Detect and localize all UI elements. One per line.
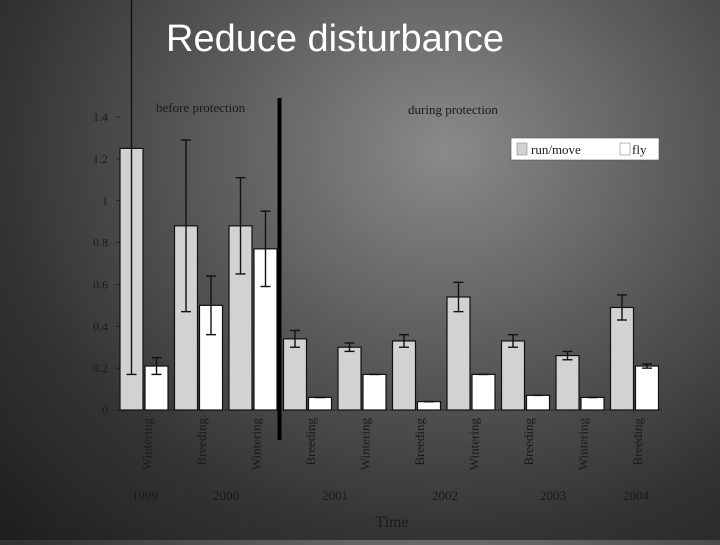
x-category-label: Breeding [412, 418, 427, 466]
bar-run-move [555, 354, 580, 411]
legend-swatch-fly [619, 142, 631, 156]
x-year-label: 1999 [132, 488, 158, 503]
bar-run-move [282, 338, 308, 411]
y-tick-label: 1 [102, 194, 108, 208]
bar-fly [362, 373, 387, 411]
bar-fly [525, 394, 551, 411]
x-category-label: Wintering [575, 418, 590, 471]
x-year-label: 2002 [432, 488, 458, 503]
y-tick-label: 0.8 [93, 236, 108, 250]
period-label-during: during protection [408, 102, 498, 117]
legend-label-run-move: run/move [531, 142, 581, 157]
period-label-before: before protection [156, 100, 246, 115]
x-year-label: 2000 [213, 488, 239, 503]
bar-fly [307, 396, 333, 411]
bar-run-move [391, 340, 417, 411]
x-category-label: Wintering [139, 418, 154, 471]
x-category-label: Breeding [303, 418, 318, 466]
bar-fly [416, 401, 442, 411]
y-tick-label: 1.2 [93, 152, 108, 166]
y-tick-label: 0 [102, 403, 108, 417]
bar-run-move [337, 346, 362, 411]
x-category-label: Breeding [194, 418, 209, 466]
bar-fly [471, 373, 496, 411]
x-category-label: Wintering [248, 418, 263, 471]
bar-fly [634, 365, 660, 411]
bar-run-move [446, 296, 471, 411]
bar-run-move [500, 340, 526, 411]
bar-run-move [609, 306, 635, 411]
y-tick-label: 0.4 [93, 319, 108, 333]
x-category-label: Breeding [630, 418, 645, 466]
x-year-label: 2003 [540, 488, 566, 503]
x-axis-title: Time [375, 514, 408, 531]
x-year-label: 2004 [623, 488, 650, 503]
legend-label-fly: fly [632, 142, 647, 157]
x-category-label: Breeding [521, 418, 536, 466]
x-category-label: Wintering [357, 418, 372, 471]
y-tick-label: 0.6 [93, 277, 108, 291]
slide-title: Reduce disturbance [166, 18, 504, 60]
y-tick-label: 1.4 [93, 110, 108, 124]
legend-swatch-run-move [516, 142, 528, 156]
y-tick-label: 0.2 [93, 361, 108, 375]
x-year-label: 2001 [322, 488, 348, 503]
x-category-label: Wintering [466, 418, 481, 471]
bar-fly [580, 396, 605, 411]
